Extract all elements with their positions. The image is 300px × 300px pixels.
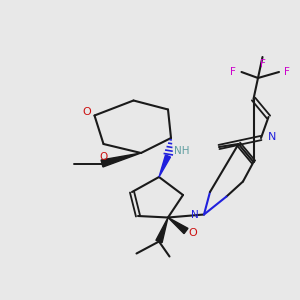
- Text: F: F: [260, 58, 266, 69]
- Text: O: O: [188, 227, 197, 238]
- Polygon shape: [168, 218, 188, 234]
- Text: F: F: [284, 67, 290, 77]
- Polygon shape: [156, 218, 168, 243]
- Text: O: O: [99, 152, 108, 163]
- Polygon shape: [159, 155, 170, 177]
- Text: O: O: [82, 107, 91, 117]
- Text: NH: NH: [174, 146, 190, 157]
- Polygon shape: [101, 153, 141, 167]
- Text: F: F: [230, 67, 236, 77]
- Text: N: N: [191, 209, 199, 220]
- Text: N: N: [268, 132, 276, 142]
